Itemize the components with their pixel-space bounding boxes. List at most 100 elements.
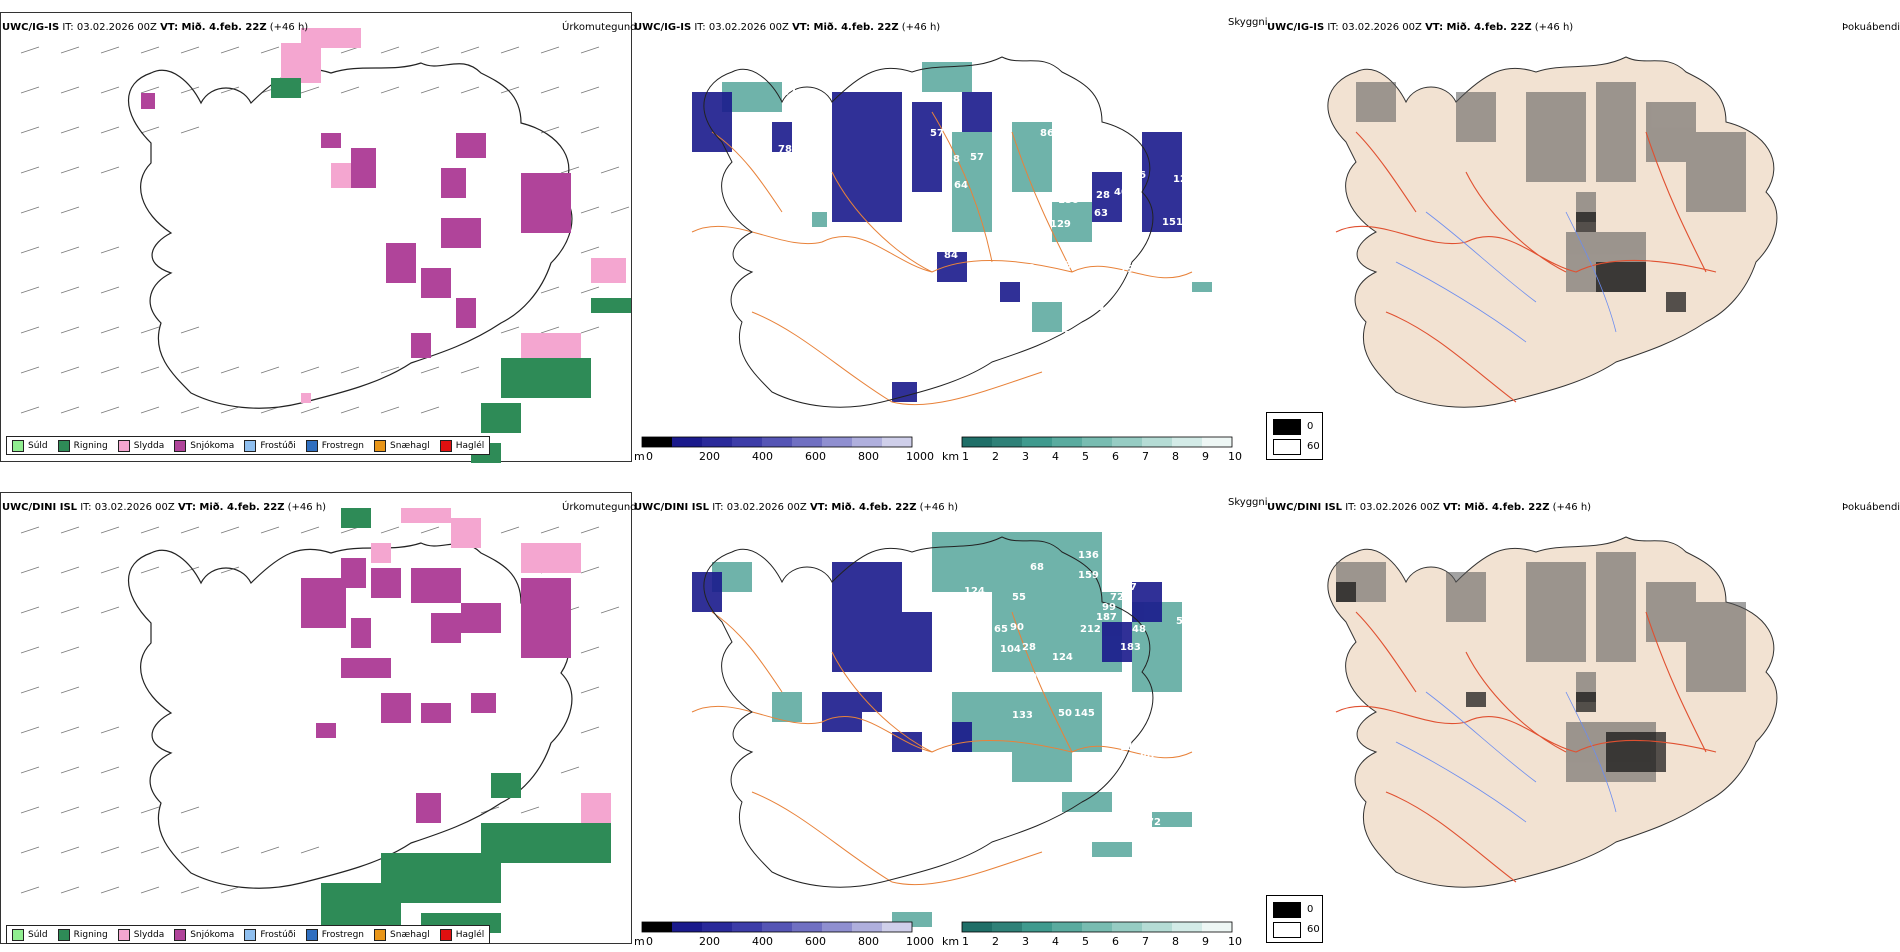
row-2: Súld Rigning Slydda Snjókoma Frostúði Fr… — [0, 480, 1900, 950]
vis-label: 63 — [1094, 208, 1108, 219]
row-1: Súld Rigning Slydda Snjókoma Frostúði Fr… — [0, 0, 1900, 475]
precip-legend-2: Súld Rigning Slydda Snjókoma Frostúði Fr… — [6, 925, 491, 944]
roads — [691, 611, 1193, 886]
vis-unit: km — [942, 450, 960, 463]
vis-label: 139 — [1052, 172, 1073, 183]
ceiling-tick: 0 — [646, 450, 653, 463]
vis-label: 28 — [1022, 642, 1036, 653]
vis-header-1: UWC/IG-IS IT: 03.02.2026 00Z VT: Mið. 4.… — [634, 22, 941, 33]
vis-label: 145 — [1074, 708, 1095, 719]
ceiling-tick: 200 — [699, 935, 720, 948]
vis-label: 151 — [1162, 217, 1183, 228]
legend-item-sleet: Slydda — [113, 439, 169, 452]
fog-title-2: Þokuábendi — [1842, 502, 1900, 513]
vis-tick: 6 — [1112, 450, 1119, 463]
legend-item-snow: Snjókoma — [169, 928, 239, 941]
navy-areas — [692, 92, 1182, 402]
vis-label: 73 — [1058, 260, 1072, 271]
rivers — [1395, 691, 1617, 823]
legend-item-snow-pellets: Snæhagl — [369, 928, 435, 941]
vis-label: 84 — [944, 250, 958, 261]
vis-label: 187 — [1096, 612, 1117, 623]
vis-tick: 10 — [1228, 450, 1242, 463]
vis-tick: 4 — [1052, 450, 1059, 463]
vis-header-2: UWC/DINI ISL IT: 03.02.2026 00Z VT: Mið.… — [634, 502, 959, 513]
vis-label: 79 — [1120, 264, 1134, 275]
vis-label: 82 — [782, 87, 796, 98]
fog-map-panel-1 — [1266, 12, 1900, 412]
visibility-colorbar-1: km 1 2 3 4 5 6 7 8 9 10 — [942, 436, 1262, 467]
vis-tick: 5 — [1082, 935, 1089, 948]
iceland-outline — [128, 62, 573, 409]
vis-label: 246 — [1084, 132, 1105, 143]
ceiling-tick: 800 — [858, 450, 879, 463]
vis-label: 136 — [1078, 550, 1099, 561]
precip-title-2: Úrkomutegund — [562, 502, 637, 513]
roads-red — [1335, 131, 1717, 403]
iceland-outline — [128, 542, 573, 889]
vis-label: 57 — [970, 152, 984, 163]
precip-map-1 — [20, 28, 631, 463]
vis-label: 97 — [1030, 672, 1044, 683]
iceland-outline — [703, 56, 1154, 408]
vis-label: 129 — [1050, 219, 1071, 230]
vis-label: 147 — [1116, 582, 1137, 593]
vis-tick: 8 — [1172, 450, 1179, 463]
fog-header-2: UWC/DINI ISL IT: 03.02.2026 00Z VT: Mið.… — [1267, 502, 1592, 513]
vis-label: 90 — [1010, 622, 1024, 633]
vis-label: 72 — [1147, 817, 1161, 828]
legend-item-drizzle: Súld — [7, 928, 53, 941]
vis-label: 133 — [1012, 710, 1033, 721]
vis-label: 61 — [948, 684, 962, 695]
vis-label: 33 — [1154, 772, 1168, 783]
fog-header-1: UWC/IG-IS IT: 03.02.2026 00Z VT: Mið. 4.… — [1267, 22, 1574, 33]
vis-map-1 — [691, 56, 1212, 408]
vis-label: 183 — [1120, 642, 1141, 653]
vis-label: 40 — [1114, 187, 1128, 198]
vis-map-panel-1: 300 82 78 72 58 57 64 97 94 86 51 139 15… — [632, 12, 1267, 463]
fog-map-2 — [1327, 536, 1778, 888]
vis-tick: 5 — [1082, 450, 1089, 463]
precip-header-1: UWC/IG-IS IT: 03.02.2026 00Z VT: Mið. 4.… — [2, 22, 309, 33]
vis-label: 97 — [1006, 195, 1020, 206]
legend-item-hail: Haglél — [435, 928, 490, 941]
fog-map-1 — [1327, 56, 1778, 408]
vis-tick: 1 — [962, 450, 969, 463]
fog-dark — [1336, 582, 1666, 772]
vis-tick: 2 — [992, 935, 999, 948]
vis-label: 65 — [994, 624, 1008, 635]
sleet-areas — [371, 508, 611, 823]
visibility-colorbar-2: km 1 2 3 4 5 6 7 8 9 10 — [942, 921, 1262, 952]
vis-tick: 9 — [1202, 935, 1209, 948]
vis-label: 57 — [930, 128, 944, 139]
legend-item-freezing-rain: Frostregn — [301, 439, 369, 452]
vis-label: 86 — [1030, 105, 1044, 116]
legend-item-freezing-rain: Frostregn — [301, 928, 369, 941]
vis-label: 124 — [1052, 652, 1073, 663]
vis-label: 12 — [1173, 174, 1187, 185]
vis-tick: 3 — [1022, 935, 1029, 948]
vis-label: 55 — [1012, 592, 1026, 603]
ceiling-tick: 800 — [858, 935, 879, 948]
vis-label: 155 — [1064, 330, 1085, 341]
sleet-areas — [281, 28, 626, 403]
vis-label: 50 — [1058, 708, 1072, 719]
vis-label: 78 — [778, 144, 792, 155]
vis-label: 131 — [1026, 236, 1047, 247]
roads — [691, 111, 1193, 406]
rain-areas — [271, 78, 631, 463]
cloud-title-2: Skyggni — [1228, 497, 1268, 508]
ceiling-unit: m — [634, 935, 645, 948]
legend-item-drizzle: Súld — [7, 439, 53, 452]
vis-label: 81 — [1064, 782, 1078, 793]
vis-label: 63 — [974, 612, 988, 623]
vis-label: 94 — [992, 177, 1006, 188]
vis-label: 68 — [1030, 562, 1044, 573]
vis-label: 150 — [1058, 195, 1079, 206]
cloud-legend-1: 0 60 — [1266, 412, 1323, 460]
fog-map-panel-2 — [1266, 492, 1900, 892]
precip-map-panel-2: Súld Rigning Slydda Snjókoma Frostúði Fr… — [0, 492, 632, 944]
vis-label: 205 — [1103, 142, 1124, 153]
vis-label: 126 — [898, 700, 919, 711]
snow-areas — [301, 558, 571, 823]
